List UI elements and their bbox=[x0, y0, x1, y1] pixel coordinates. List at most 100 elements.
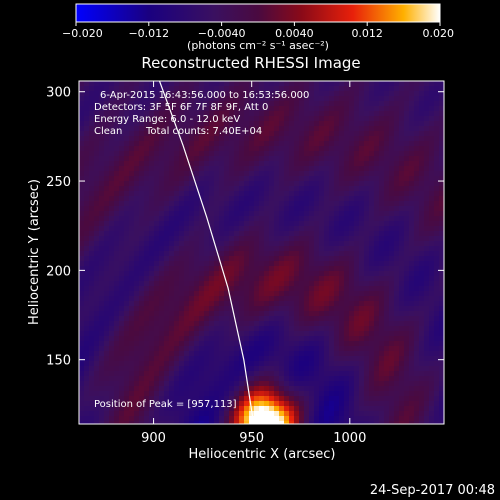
heatmap-cell bbox=[164, 321, 170, 327]
heatmap-cell bbox=[209, 246, 215, 252]
heatmap-cell bbox=[344, 161, 350, 167]
heatmap-cell bbox=[304, 151, 310, 157]
heatmap-cell bbox=[299, 166, 305, 172]
heatmap-cell bbox=[179, 251, 185, 257]
heatmap-cell bbox=[294, 326, 300, 332]
heatmap-cell bbox=[369, 291, 375, 297]
heatmap-cell bbox=[199, 356, 205, 362]
heatmap-cell bbox=[374, 326, 380, 332]
heatmap-cell bbox=[359, 331, 365, 337]
heatmap-cell bbox=[359, 151, 365, 157]
heatmap-cell bbox=[254, 96, 260, 102]
heatmap-cell bbox=[249, 296, 255, 302]
heatmap-cell bbox=[409, 271, 415, 277]
heatmap-cell bbox=[124, 321, 130, 327]
heatmap-cell bbox=[359, 161, 365, 167]
heatmap-cell bbox=[269, 126, 275, 132]
heatmap-cell bbox=[414, 111, 420, 117]
heatmap-cell bbox=[399, 386, 405, 392]
heatmap-cell bbox=[424, 86, 430, 92]
heatmap-cell bbox=[159, 151, 165, 157]
heatmap-cell bbox=[214, 126, 220, 132]
heatmap-cell bbox=[414, 411, 420, 417]
heatmap-cell bbox=[189, 96, 195, 102]
heatmap-cell bbox=[344, 221, 350, 227]
heatmap-cell bbox=[284, 91, 290, 97]
heatmap-cell bbox=[249, 236, 255, 242]
heatmap-cell bbox=[344, 281, 350, 287]
heatmap-cell bbox=[349, 411, 355, 417]
heatmap-cell bbox=[339, 316, 345, 322]
heatmap-cell bbox=[194, 111, 200, 117]
heatmap-cell bbox=[294, 416, 300, 422]
heatmap-cell bbox=[274, 161, 280, 167]
heatmap-cell bbox=[79, 136, 85, 142]
heatmap-cell bbox=[334, 91, 340, 97]
heatmap-cell bbox=[189, 411, 195, 417]
heatmap-cell bbox=[354, 341, 360, 347]
heatmap-cell bbox=[94, 186, 100, 192]
heatmap-cell bbox=[99, 326, 105, 332]
heatmap-cell bbox=[199, 366, 205, 372]
heatmap-cell bbox=[319, 81, 325, 87]
heatmap-cell bbox=[159, 211, 165, 217]
heatmap-cell bbox=[399, 326, 405, 332]
heatmap-cell bbox=[94, 386, 100, 392]
heatmap-cell bbox=[249, 351, 255, 357]
heatmap-cell bbox=[109, 196, 115, 202]
heatmap-cell bbox=[434, 246, 440, 252]
heatmap-cell bbox=[374, 131, 380, 137]
heatmap-cell bbox=[194, 336, 200, 342]
heatmap-cell bbox=[109, 341, 115, 347]
heatmap-cell bbox=[329, 351, 335, 357]
heatmap-cell bbox=[264, 226, 270, 232]
heatmap-cell bbox=[374, 291, 380, 297]
heatmap-cell bbox=[309, 121, 315, 127]
heatmap-cell bbox=[139, 351, 145, 357]
heatmap-cell bbox=[399, 116, 405, 122]
heatmap-cell bbox=[139, 161, 145, 167]
heatmap-cell bbox=[269, 331, 275, 337]
heatmap-cell bbox=[154, 81, 160, 87]
heatmap-cell bbox=[199, 151, 205, 157]
heatmap-cell bbox=[259, 206, 265, 212]
heatmap-cell bbox=[389, 131, 395, 137]
heatmap-cell bbox=[324, 331, 330, 337]
heatmap-cell bbox=[269, 301, 275, 307]
heatmap-cell bbox=[179, 91, 185, 97]
heatmap-cell bbox=[89, 201, 95, 207]
heatmap-cell bbox=[349, 176, 355, 182]
heatmap-cell bbox=[279, 256, 285, 262]
heatmap-cell bbox=[409, 381, 415, 387]
heatmap-cell bbox=[364, 371, 370, 377]
heatmap-cell bbox=[239, 301, 245, 307]
heatmap-cell bbox=[314, 376, 320, 382]
heatmap-cell bbox=[299, 121, 305, 127]
heatmap-cell bbox=[124, 366, 130, 372]
heatmap-cell bbox=[209, 351, 215, 357]
heatmap-cell bbox=[164, 276, 170, 282]
heatmap-cell bbox=[314, 91, 320, 97]
heatmap-cell bbox=[424, 336, 430, 342]
heatmap-cell bbox=[109, 406, 115, 412]
heatmap-cell bbox=[119, 286, 125, 292]
heatmap-cell bbox=[294, 256, 300, 262]
heatmap-cell bbox=[384, 201, 390, 207]
heatmap-cell bbox=[369, 271, 375, 277]
heatmap-cell bbox=[134, 311, 140, 317]
heatmap-cell bbox=[189, 381, 195, 387]
heatmap-cell bbox=[259, 226, 265, 232]
heatmap-cell bbox=[104, 286, 110, 292]
heatmap-cell bbox=[399, 96, 405, 102]
heatmap-cell bbox=[84, 371, 90, 377]
heatmap-cell bbox=[434, 356, 440, 362]
heatmap-cell bbox=[294, 226, 300, 232]
heatmap-cell bbox=[144, 241, 150, 247]
heatmap-cell bbox=[244, 336, 250, 342]
heatmap-cell bbox=[104, 201, 110, 207]
heatmap-cell bbox=[159, 226, 165, 232]
heatmap-cell bbox=[159, 91, 165, 97]
heatmap-cell bbox=[189, 346, 195, 352]
heatmap-cell bbox=[424, 221, 430, 227]
heatmap-cell bbox=[99, 206, 105, 212]
